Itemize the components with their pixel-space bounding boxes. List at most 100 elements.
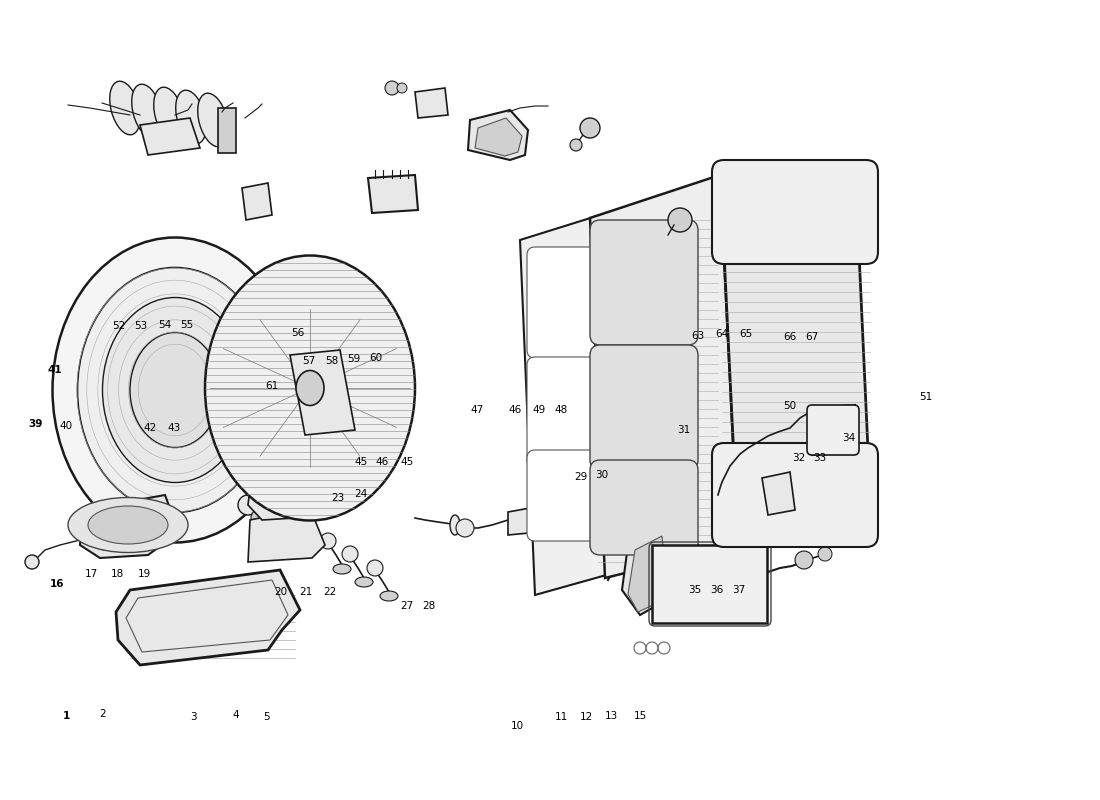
Polygon shape (140, 118, 200, 155)
Text: 45: 45 (400, 457, 414, 466)
Text: 30: 30 (595, 470, 608, 480)
Text: 58: 58 (326, 356, 339, 366)
Circle shape (251, 509, 270, 527)
Polygon shape (810, 405, 858, 455)
Ellipse shape (355, 577, 373, 587)
Bar (218, 108, 236, 153)
Text: 59: 59 (348, 354, 361, 364)
Polygon shape (590, 175, 738, 578)
Text: 15: 15 (634, 711, 647, 721)
Text: 54: 54 (158, 320, 172, 330)
Polygon shape (84, 502, 170, 550)
Text: 67: 67 (805, 332, 818, 342)
Circle shape (818, 547, 832, 561)
Circle shape (397, 83, 407, 93)
Circle shape (322, 440, 342, 460)
Text: 64: 64 (715, 330, 728, 339)
Circle shape (748, 437, 766, 455)
FancyBboxPatch shape (527, 247, 605, 358)
FancyBboxPatch shape (712, 160, 878, 264)
Text: 41: 41 (47, 365, 63, 374)
Polygon shape (248, 482, 305, 520)
Text: 51: 51 (920, 392, 933, 402)
Circle shape (238, 495, 258, 515)
FancyBboxPatch shape (712, 443, 878, 547)
Circle shape (367, 560, 383, 576)
Polygon shape (621, 528, 675, 615)
Text: 13: 13 (605, 711, 618, 721)
Ellipse shape (130, 333, 220, 447)
Ellipse shape (77, 267, 273, 513)
Circle shape (139, 628, 151, 640)
Ellipse shape (379, 591, 398, 601)
Text: 11: 11 (554, 712, 568, 722)
Text: 4: 4 (232, 710, 239, 720)
Polygon shape (520, 200, 660, 595)
Text: 16: 16 (50, 579, 65, 589)
Polygon shape (116, 570, 300, 665)
Circle shape (385, 81, 399, 95)
FancyBboxPatch shape (527, 450, 605, 541)
Circle shape (157, 602, 173, 618)
FancyBboxPatch shape (590, 460, 698, 555)
Ellipse shape (176, 90, 207, 144)
Text: 49: 49 (532, 405, 546, 414)
Text: 48: 48 (554, 405, 568, 414)
Text: 29: 29 (574, 472, 587, 482)
Text: 3: 3 (190, 712, 197, 722)
Bar (652, 545, 767, 623)
FancyBboxPatch shape (590, 345, 698, 470)
Text: 60: 60 (370, 353, 383, 362)
Ellipse shape (296, 370, 324, 406)
Text: 43: 43 (167, 423, 180, 433)
Text: 2: 2 (99, 710, 106, 719)
Circle shape (265, 488, 279, 502)
Text: 12: 12 (580, 712, 593, 722)
Circle shape (126, 528, 150, 552)
Text: 32: 32 (792, 453, 805, 462)
Polygon shape (508, 508, 544, 535)
FancyBboxPatch shape (590, 220, 698, 345)
Text: 55: 55 (180, 320, 194, 330)
Text: 18: 18 (111, 569, 124, 578)
Ellipse shape (333, 564, 351, 574)
Polygon shape (415, 88, 448, 118)
Circle shape (795, 551, 813, 569)
Ellipse shape (132, 84, 163, 138)
Polygon shape (762, 472, 795, 515)
FancyBboxPatch shape (527, 357, 605, 468)
Text: 10: 10 (510, 721, 524, 730)
Text: 46: 46 (375, 457, 388, 466)
Text: 57: 57 (302, 356, 316, 366)
Text: 20: 20 (274, 587, 287, 597)
Polygon shape (475, 118, 522, 156)
Circle shape (714, 476, 726, 488)
Text: 17: 17 (85, 569, 98, 578)
Text: 24: 24 (354, 490, 367, 499)
Ellipse shape (542, 513, 568, 531)
Text: 35: 35 (689, 585, 702, 594)
Text: 39: 39 (28, 419, 43, 429)
Text: 36: 36 (711, 585, 724, 594)
Circle shape (570, 139, 582, 151)
Text: 31: 31 (678, 426, 691, 435)
Ellipse shape (205, 255, 415, 521)
Text: 63: 63 (691, 331, 704, 341)
Polygon shape (468, 110, 528, 160)
Circle shape (174, 600, 190, 616)
Text: 33: 33 (813, 453, 826, 462)
Circle shape (668, 208, 692, 232)
Circle shape (251, 493, 265, 507)
Text: 37: 37 (733, 585, 746, 594)
Polygon shape (720, 165, 872, 542)
Text: 65: 65 (739, 330, 752, 339)
Circle shape (320, 533, 336, 549)
Text: 46: 46 (508, 405, 521, 414)
Text: 40: 40 (59, 422, 73, 431)
Circle shape (759, 429, 777, 447)
Circle shape (580, 118, 600, 138)
FancyBboxPatch shape (807, 405, 859, 455)
Text: 56: 56 (292, 328, 305, 338)
Ellipse shape (110, 81, 141, 135)
Text: 21: 21 (299, 587, 312, 597)
